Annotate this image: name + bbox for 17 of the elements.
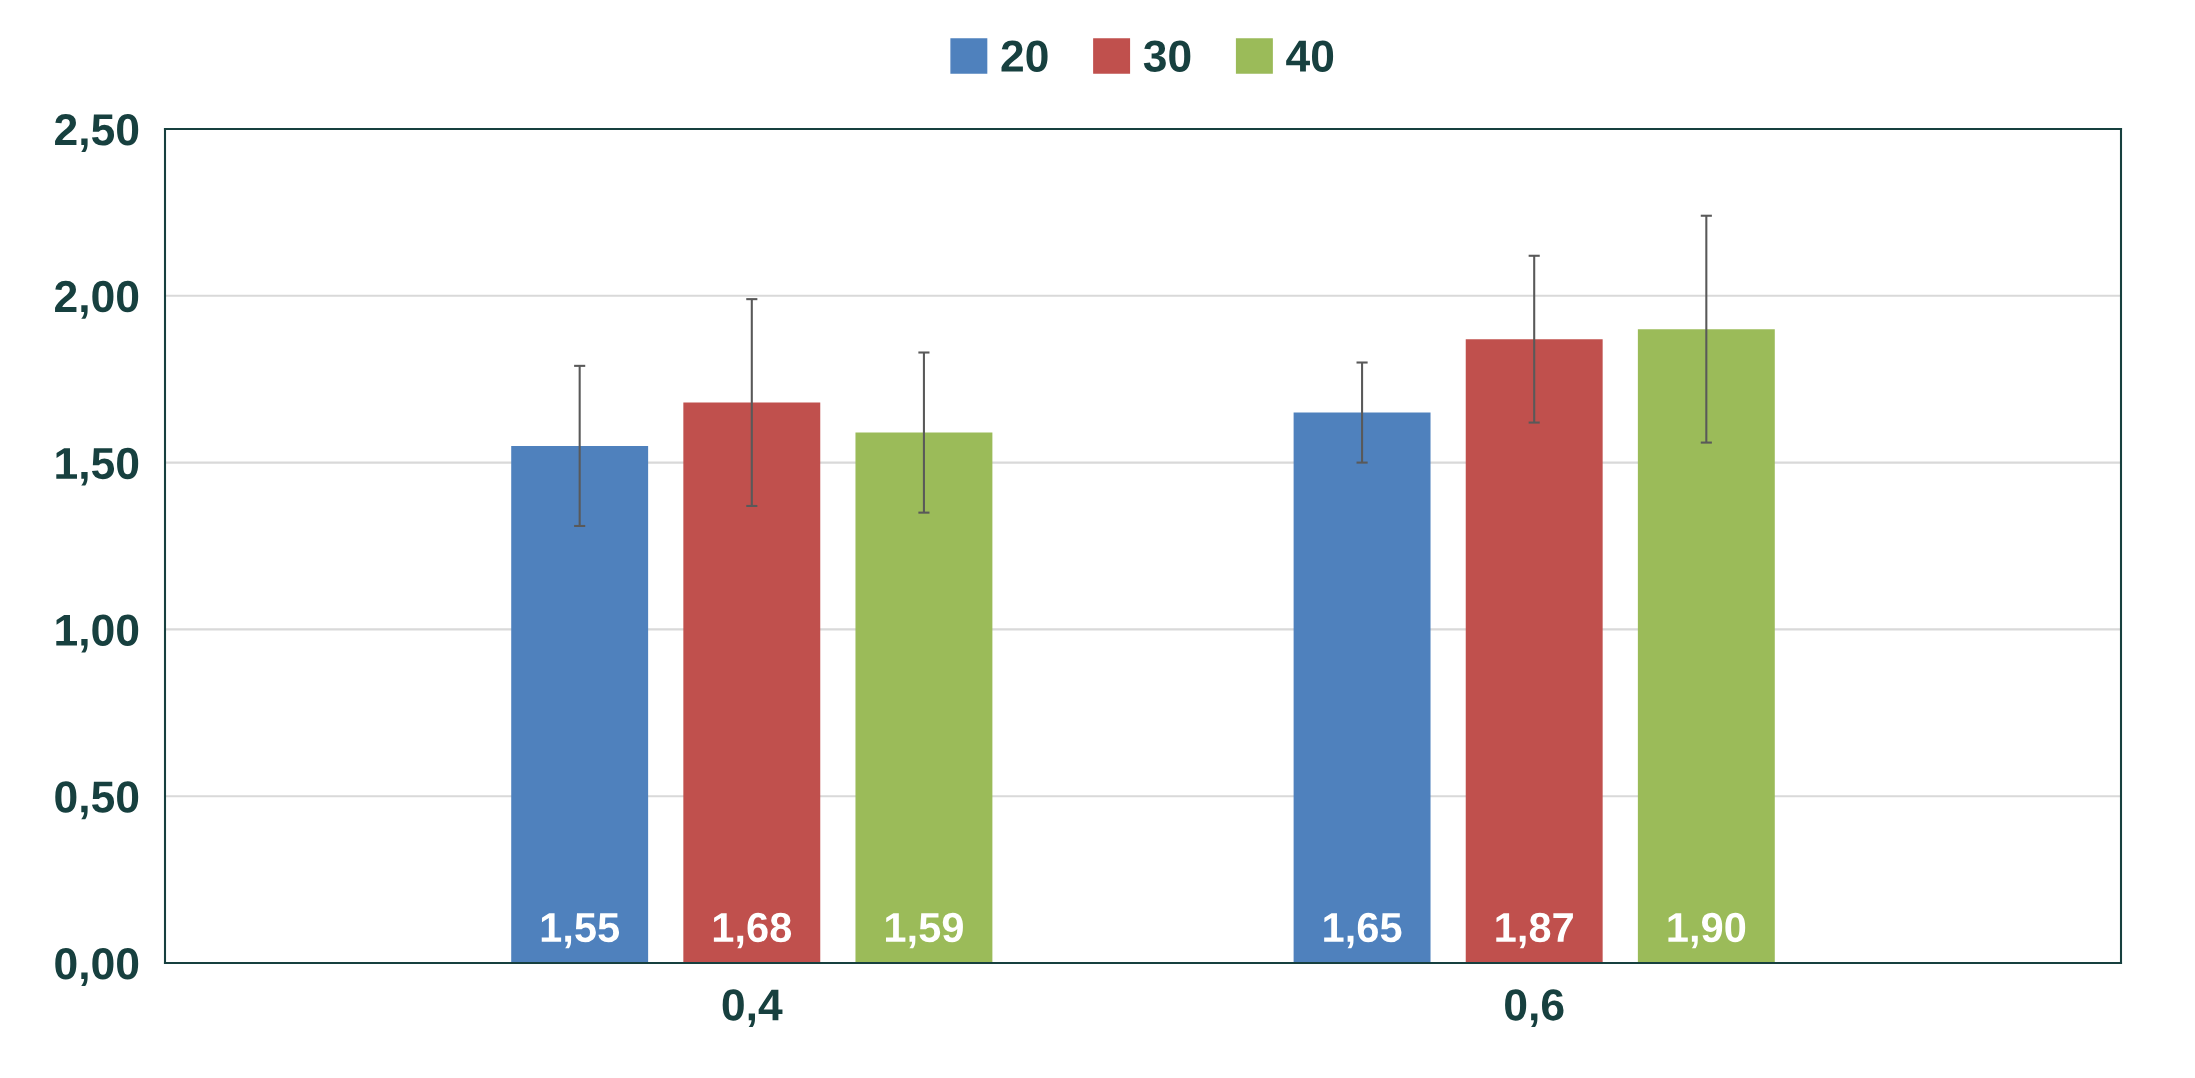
y-tick-label: 2,50: [55, 114, 139, 152]
x-tick-label: 0,4: [722, 989, 783, 1028]
data-label: 1,65: [1324, 912, 1402, 949]
legend-label: 30: [1143, 40, 1191, 72]
legend-label: 20: [1001, 40, 1048, 72]
y-tick-label: 0,00: [55, 948, 139, 986]
y-tick-label: 2,00: [55, 280, 139, 319]
data-label: 1,87: [1496, 912, 1573, 949]
x-tick-label: 0,6: [1505, 989, 1564, 1028]
data-label: 1,90: [1668, 912, 1746, 949]
y-tick-label: 1,00: [56, 614, 139, 653]
data-label: 1,55: [541, 913, 620, 949]
y-tick-label: 0,50: [55, 781, 139, 820]
legend-label: 40: [1286, 40, 1334, 72]
y-tick-label: 1,50: [56, 447, 139, 486]
data-label: 1,59: [886, 912, 963, 949]
data-label: 1,68: [713, 912, 792, 949]
